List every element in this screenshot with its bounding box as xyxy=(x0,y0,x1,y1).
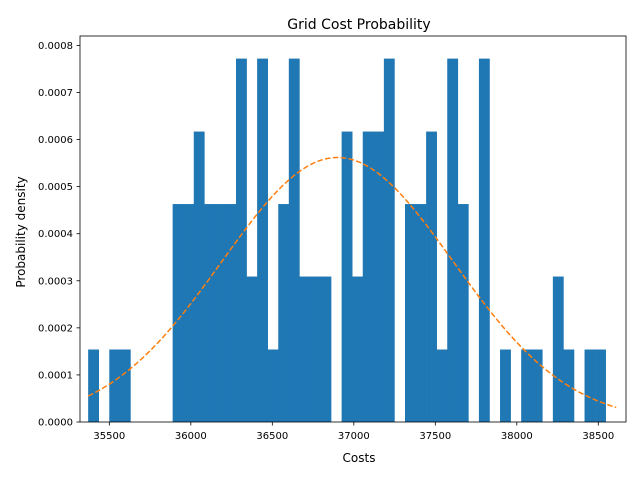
plot-frame xyxy=(79,35,627,423)
histogram-bar xyxy=(352,276,364,422)
y-tick-label: 0.0003 xyxy=(38,276,73,287)
histogram-bar xyxy=(362,131,374,422)
x-tick-label: 36000 xyxy=(175,431,207,442)
x-tick-label: 37500 xyxy=(419,431,451,442)
y-tick-label: 0.0000 xyxy=(38,418,73,429)
y-tick-label: 0.0005 xyxy=(38,182,73,193)
histogram-bar xyxy=(415,204,427,422)
histogram-bar xyxy=(531,349,543,422)
x-tick-label: 35500 xyxy=(93,431,125,442)
histogram-bar xyxy=(88,349,100,422)
histogram-bar xyxy=(225,204,237,422)
x-tick-label: 38000 xyxy=(501,431,533,442)
normal-fit-curve xyxy=(87,156,617,409)
histogram-bar xyxy=(309,276,321,422)
y-axis-label: Probability density xyxy=(14,176,28,287)
y-tick-label: 0.0007 xyxy=(38,88,73,99)
histogram-bar xyxy=(214,204,226,422)
histogram-bar xyxy=(552,276,564,422)
x-tick-label: 37000 xyxy=(338,431,370,442)
x-tick-label: 36500 xyxy=(256,431,288,442)
histogram-bar xyxy=(447,58,459,422)
y-tick-label: 0.0001 xyxy=(38,370,73,381)
x-axis-ticks: 35500 36000 36500 37000 37500 38000 38500 xyxy=(93,422,614,442)
histogram-bar xyxy=(257,58,268,422)
histogram-bar xyxy=(299,276,311,422)
histogram-bar xyxy=(204,204,216,422)
histogram-bar xyxy=(288,58,300,422)
x-tick-label: 38500 xyxy=(582,431,614,442)
histogram-bar xyxy=(109,349,121,422)
histogram-bar xyxy=(246,276,258,422)
histogram-bar xyxy=(404,204,416,422)
y-tick-label: 0.0004 xyxy=(38,229,73,240)
histogram-bar xyxy=(373,131,385,422)
y-axis-ticks: 0.0000 0.0001 0.0002 0.0003 0.0004 0.0005 0.00… xyxy=(38,41,80,429)
histogram-bar xyxy=(193,131,205,422)
chart-title: Grid Cost Probability xyxy=(287,17,430,33)
axes-frame xyxy=(79,35,627,423)
x-axis-label: Costs xyxy=(343,451,376,465)
histogram-bar xyxy=(278,204,290,422)
histogram-bar xyxy=(341,131,353,422)
histogram-bar xyxy=(383,58,395,422)
histogram-bar xyxy=(521,349,533,422)
histogram-bar xyxy=(436,349,448,422)
y-tick-label: 0.0006 xyxy=(38,135,73,146)
histogram-bar xyxy=(478,58,490,422)
histogram-bar xyxy=(183,204,195,422)
histogram-bar xyxy=(172,204,184,422)
histogram-bar xyxy=(584,349,596,422)
histogram-bar xyxy=(320,276,332,422)
y-tick-label: 0.0002 xyxy=(38,323,73,334)
histogram-bar xyxy=(236,58,247,422)
histogram-bar xyxy=(119,349,131,422)
histogram-bar xyxy=(595,349,606,422)
histogram-bar xyxy=(500,349,511,422)
histogram-bar xyxy=(267,349,279,422)
histogram-bar xyxy=(426,131,437,422)
histogram-bar xyxy=(457,204,469,422)
y-tick-label: 0.0008 xyxy=(38,41,73,52)
histogram-bars xyxy=(88,58,606,422)
